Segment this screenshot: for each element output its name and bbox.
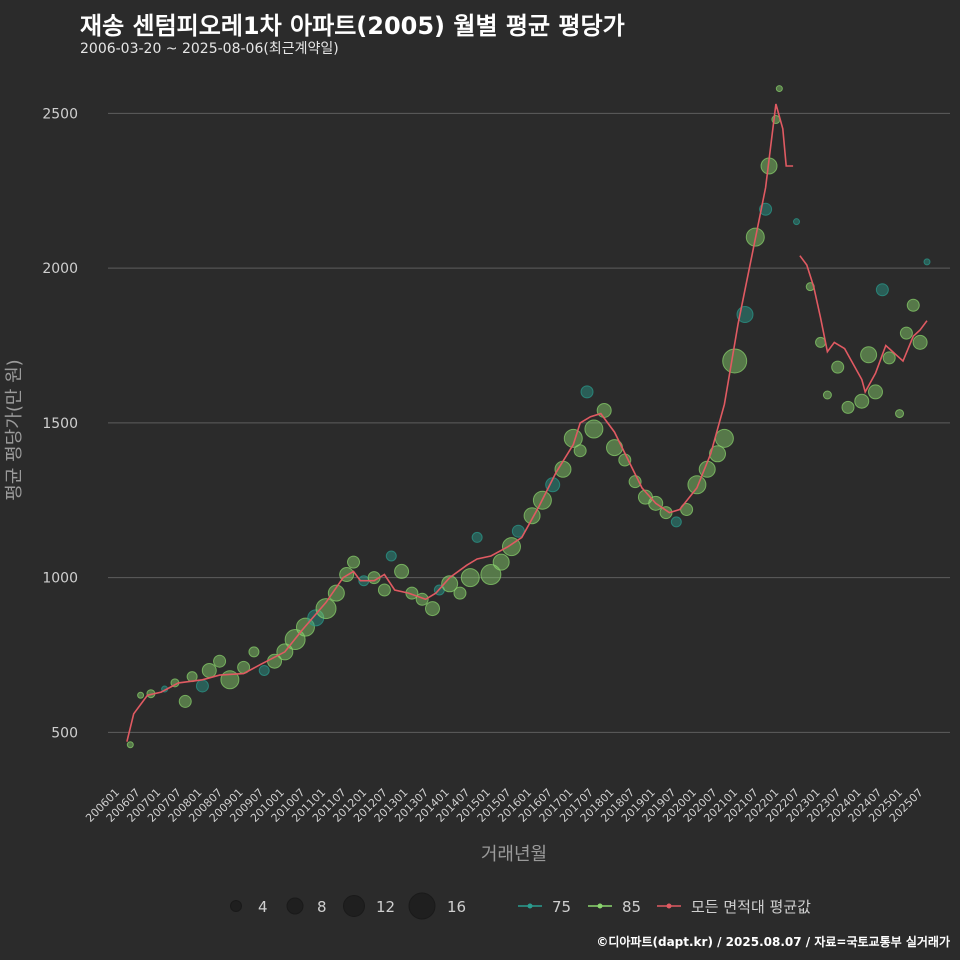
- scatter-point-s85: [137, 691, 145, 699]
- scatter-point-s85: [854, 393, 870, 409]
- scatter-point-s75: [923, 258, 931, 266]
- y-tick-label: 2000: [42, 261, 78, 277]
- scatter-point-s85: [480, 564, 502, 586]
- legend-size-bubble: [286, 897, 304, 915]
- legend-dot-s75: [527, 903, 533, 909]
- scatter-point-s75: [385, 550, 397, 562]
- scatter-point-s85: [596, 402, 612, 418]
- legend-series-label: 75: [552, 898, 571, 916]
- scatter-point-s85: [899, 326, 913, 340]
- scatter-point-s85: [573, 444, 587, 458]
- scatter-point-s75: [258, 664, 270, 676]
- scatter-point-s85: [709, 445, 727, 463]
- scatter-point-s85: [315, 598, 337, 620]
- y-tick-label: 1000: [42, 571, 78, 587]
- scatter-point-s85: [394, 563, 410, 579]
- y-tick-label: 1500: [42, 416, 78, 432]
- scatter-point-s85: [347, 555, 361, 569]
- scatter-point-s85: [831, 360, 845, 374]
- scatter-point-s85: [722, 348, 748, 374]
- legend-dot-s85: [597, 903, 603, 909]
- scatter-point-s85: [492, 553, 510, 571]
- source-credit: ©디아파트(dapt.kr) / 2025.08.07 / 자료=국토교통부 실…: [596, 935, 950, 949]
- scatter-point-s75: [670, 516, 682, 528]
- scatter-point-s75: [875, 283, 889, 297]
- y-tick-label: 500: [51, 725, 78, 741]
- scatter-point-s85: [687, 475, 707, 495]
- scatter-point-s85: [584, 419, 604, 439]
- legend-dot-avg: [666, 903, 672, 909]
- scatter-point-s85: [178, 694, 192, 708]
- average-price-line: [126, 103, 794, 742]
- scatter-point-s85: [841, 400, 855, 414]
- scatter-point-s85: [441, 575, 459, 593]
- scatter-point-s85: [822, 390, 832, 400]
- scatter-point-s75: [580, 385, 594, 399]
- scatter-point-s85: [248, 646, 260, 658]
- scatter-point-s85: [377, 583, 391, 597]
- scatter-point-s85: [867, 384, 883, 400]
- scatter-point-s85: [453, 586, 467, 600]
- scatter-point-s85: [775, 85, 783, 93]
- chart-title: 재송 센텀피오레1차 아파트(2005) 월별 평균 평당가: [80, 12, 625, 40]
- scatter-point-s85: [424, 601, 440, 617]
- scatter-point-s85: [860, 346, 878, 364]
- scatter-point-s85: [714, 428, 734, 448]
- scatter-point-s85: [327, 584, 345, 602]
- legend-size-label: 8: [317, 898, 327, 916]
- scatter-point-s75: [195, 679, 209, 693]
- scatter-point-s85: [213, 654, 227, 668]
- scatter-point-s85: [460, 568, 480, 588]
- average-price-line: [799, 255, 928, 395]
- scatter-point-s85: [126, 741, 134, 749]
- scatter-point-s75: [793, 218, 801, 226]
- legend-size-label: 4: [258, 898, 268, 916]
- scatter-point-s85: [882, 351, 896, 365]
- scatter-point-s85: [912, 334, 928, 350]
- y-axis-title: 평균 평당가(만 원): [4, 359, 25, 500]
- legend-size-bubble: [408, 892, 436, 920]
- scatter-point-s85: [201, 662, 217, 678]
- scatter-point-s75: [471, 531, 483, 543]
- legend-size-label: 12: [376, 898, 395, 916]
- legend-size-bubble: [230, 900, 242, 912]
- scatter-point-s85: [563, 428, 583, 448]
- scatter-point-s85: [895, 409, 905, 419]
- chart-subtitle: 2006-03-20 ~ 2025-08-06(최근계약일): [80, 41, 339, 57]
- legend-series-label: 모든 면적대 평균값: [691, 898, 811, 916]
- legend-size-label: 16: [447, 898, 466, 916]
- legend-size-bubble: [343, 895, 365, 917]
- legend-series-label: 85: [622, 898, 641, 916]
- scatter-point-s85: [906, 298, 920, 312]
- y-tick-label: 2500: [42, 106, 78, 122]
- x-axis-title: 거래년월: [481, 844, 547, 865]
